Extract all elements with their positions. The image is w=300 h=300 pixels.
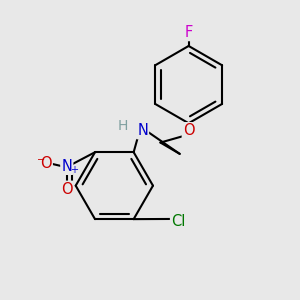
Text: F: F bbox=[184, 25, 193, 40]
Text: O: O bbox=[40, 156, 52, 171]
Text: +: + bbox=[70, 165, 78, 175]
Text: −: − bbox=[37, 154, 45, 164]
Text: O: O bbox=[61, 182, 73, 197]
Text: H: H bbox=[118, 118, 128, 133]
Text: Cl: Cl bbox=[171, 214, 185, 230]
Text: N: N bbox=[137, 123, 148, 138]
Text: O: O bbox=[183, 123, 194, 138]
Text: N: N bbox=[61, 159, 72, 174]
